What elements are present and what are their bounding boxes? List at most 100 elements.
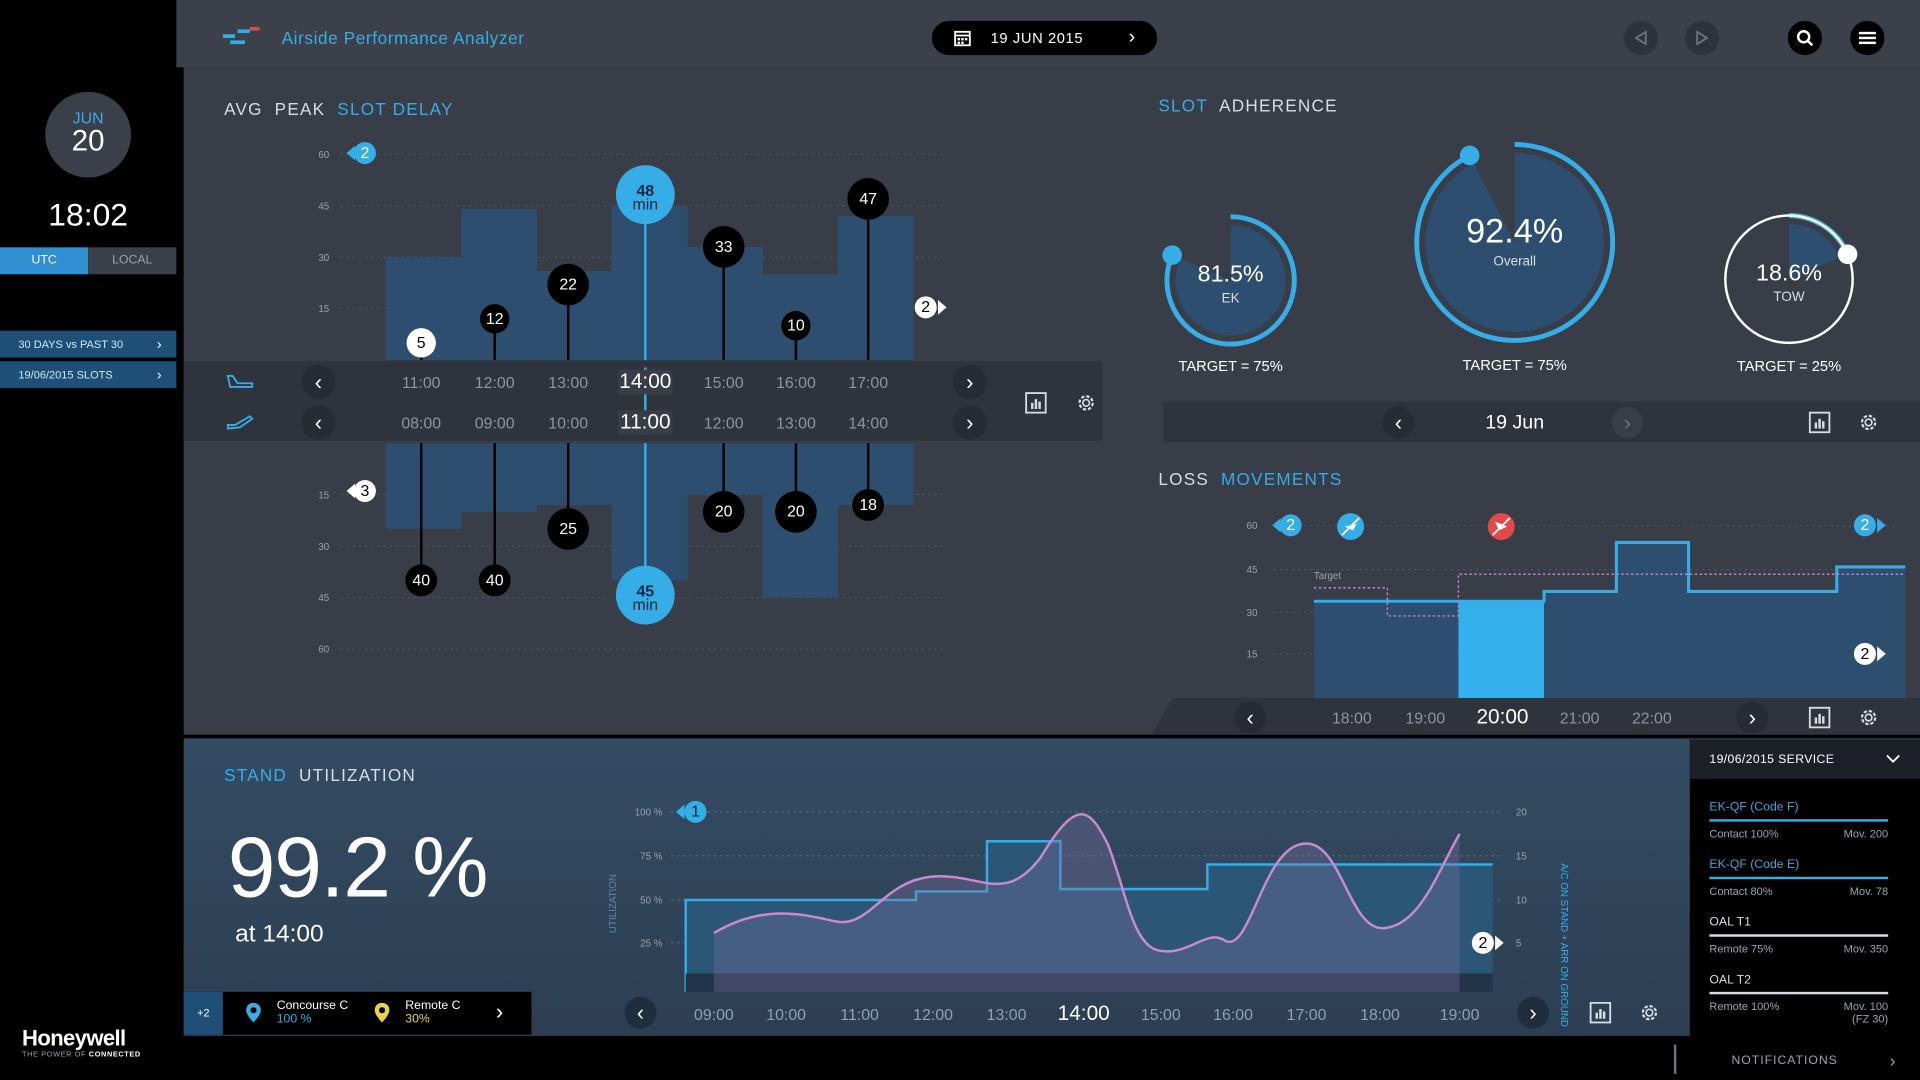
util-next-button[interactable]: › [1517,996,1549,1029]
gauge-value: 18.6% [1756,259,1822,285]
departure-lollipop: 40 [405,443,438,597]
y-tick-label: 45 [318,201,329,212]
no-departure-icon [1337,513,1365,541]
y-tick-label: 45 [318,593,329,604]
flag-marker-top-right: 2 [914,296,947,319]
arrival-time-label: 13:00 [548,375,588,392]
adherence-next-button[interactable]: › [1611,406,1644,439]
flag-marker: 1 [675,800,707,823]
flag-marker-top-right-text: 2 [921,299,930,316]
service-item-bar [1709,991,1889,995]
loss-prev-button[interactable]: ‹ [1234,701,1267,734]
play-left-icon [1634,30,1647,46]
clock-time: 18:02 [48,195,128,233]
gauge-value: 92.4% [1466,212,1563,250]
sidebar-link-30days[interactable]: 30 DAYS vs PAST 30 › [0,330,177,358]
arrival-time-label: 12:00 [475,375,515,392]
tz-utc-tab[interactable]: UTC [0,247,89,275]
util-time-label: 12:00 [913,1007,953,1024]
arrival-lollipop: 22 [547,263,589,361]
service-item-left: Contact 100% [1709,827,1779,841]
arrival-next-button[interactable]: › [952,364,987,400]
loss-time-label: 22:00 [1632,711,1672,728]
departure-next-button[interactable]: › [952,405,987,440]
departure-value-label: 18 [859,497,877,514]
notifications-button[interactable]: NOTIFICATIONS › [1731,1051,1895,1071]
loss-next-button[interactable]: › [1736,701,1769,734]
util-time-label: 18:00 [1360,1007,1400,1024]
loss-time-label: 21:00 [1560,711,1600,728]
gear-icon [1641,1004,1658,1021]
stands-area [713,814,1460,992]
arrival-lollipop: 47 [847,178,889,361]
arrival-lollipop: 33 [702,226,745,361]
adherence-settings-button[interactable] [1854,408,1883,437]
gauge-value: 81.5% [1198,261,1264,287]
adherence-date: 19 Jun [1485,412,1545,434]
tz-local-tab[interactable]: LOCAL [88,247,177,275]
right-axis-label: 10 [1516,896,1527,907]
adherence-prev-button[interactable]: ‹ [1382,406,1415,439]
gauge-label: TOW [1773,289,1804,304]
arrival-lollipop: 12 [480,304,510,361]
next-button[interactable] [1684,20,1720,56]
arrival-value-label: 10 [787,318,805,335]
prev-button[interactable] [1623,20,1658,56]
departure-time-label: 08:00 [401,416,441,433]
flag-marker: 2 [1853,514,1886,537]
search-button[interactable] [1787,20,1823,56]
arrival-icon [226,375,254,388]
loss-settings-button[interactable] [1854,703,1883,732]
concourse-next-button[interactable]: › [495,999,504,1024]
departure-bar [385,443,462,529]
chart-icon [1808,411,1831,434]
service-item-right: Mov. 350 [1843,942,1889,956]
loss-report-button[interactable] [1805,703,1834,732]
left-axis-title: UTILIZATION [608,874,619,933]
svg-text:2: 2 [1286,517,1295,534]
sidebar-link-slots[interactable]: 19/06/2015 SLOTS › [0,361,177,389]
util-settings-button[interactable] [1635,998,1664,1027]
departure-prev-button[interactable]: ‹ [301,405,336,440]
date-picker[interactable]: 19 JUN 2015 › [931,20,1158,56]
service-panel [1689,739,1920,1036]
arrival-lollipop: 10 [781,311,811,361]
arrival-prev-button[interactable]: ‹ [301,364,336,400]
gauge-ring [1164,214,1297,347]
loss-area [1544,542,1906,698]
top-bar: Airside Performance Analyzer 19 JUN 2015… [176,0,1920,68]
gauge-fill [1788,224,1840,280]
slot-delay-report-button[interactable] [1021,388,1050,417]
chart-icon [1025,392,1047,414]
gauge-target: TARGET = 25% [1737,359,1841,375]
no-arrival-icon [1487,513,1515,541]
arrival-time-label: 17:00 [848,375,888,392]
service-item[interactable]: EK-QF (Code F) Contact 100% Mov. 200 [1709,801,1889,841]
sidebar-link-slots-label: 19/06/2015 SLOTS [18,368,113,381]
adherence-date-bar [1163,401,1920,443]
service-item[interactable]: EK-QF (Code E) Contact 80% Mov. 78 [1709,858,1889,898]
svg-text:2: 2 [1478,935,1487,952]
y-tick-label: 45 [1247,565,1258,576]
service-item-bar [1709,819,1889,822]
menu-button[interactable] [1850,20,1885,56]
service-item-name: OAL T1 [1709,915,1751,930]
date-circle: JUN 20 [45,91,132,178]
util-report-button[interactable] [1586,998,1615,1027]
slot-delay-title-b: PEAK [274,99,326,119]
stand-utilization-title-b: UTILIZATION [299,765,417,785]
hamburger-icon [1858,31,1876,45]
service-item[interactable]: OAL T2 Remote 100% Mov. 100 (FZ 30) [1709,973,1889,1025]
departure-highlight-unit: min [632,597,658,614]
util-time-label: 10:00 [766,1007,806,1024]
concourse-more-button[interactable]: +2 [183,991,223,1035]
util-prev-button[interactable]: ‹ [624,996,657,1029]
adherence-report-button[interactable] [1805,408,1834,437]
svg-text:1: 1 [691,804,700,821]
service-item[interactable]: OAL T1 Remote 75% Mov. 350 [1709,915,1889,956]
departure-lollipop: 20 [775,443,817,533]
y-tick-label: 60 [318,150,329,161]
arrival-highlight-unit: min [632,196,658,213]
slot-delay-settings-button[interactable] [1071,388,1100,417]
service-header[interactable]: 19/06/2015 SERVICE [1689,739,1920,779]
